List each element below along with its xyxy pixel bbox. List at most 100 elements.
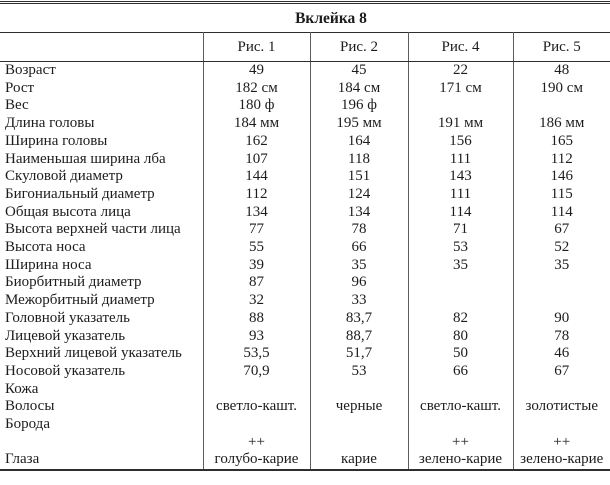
cell-value — [202, 380, 310, 399]
cell-value: золотистые — [512, 398, 610, 417]
cell-value: 96 — [309, 274, 408, 293]
cell-value: 182 см — [202, 79, 310, 98]
cell-value: черные — [309, 398, 408, 417]
table-header: Рис. 1 Рис. 2 Рис. 4 Рис. 5 — [0, 32, 610, 62]
cell-value: 191 мм — [407, 115, 513, 133]
row-label: Рост — [5, 79, 35, 96]
cell-value: 83,7 — [309, 309, 408, 328]
row-label: Вес — [5, 97, 29, 114]
cell-value: 67 — [512, 221, 610, 240]
cell-value — [512, 380, 610, 399]
cell-value: голубо-карие — [202, 451, 310, 471]
cell-value: 45 — [309, 61, 408, 80]
cell-value: 48 — [512, 61, 610, 80]
cell-value: 53 — [309, 362, 408, 381]
row-label: Длина головы — [5, 115, 95, 132]
column-header: Рис. 1 — [202, 32, 310, 62]
table-row: Вес 180 ф 196 ф — [0, 97, 610, 116]
cell-value: 53,5 — [202, 345, 310, 363]
cell-value: 53 — [407, 239, 513, 257]
cell-value: 90 — [512, 309, 610, 328]
cell-value: 114 — [512, 203, 610, 222]
anthropometric-table: Рис. 1 Рис. 2 Рис. 4 Рис. 5 Возраст 49 45 22 48… — [0, 32, 610, 472]
row-label: Ширина носа — [5, 256, 92, 273]
cell-value: ++ — [407, 433, 513, 452]
cell-value: 180 ф — [202, 97, 310, 116]
cell-value: 78 — [512, 327, 610, 346]
cell-value: 70,9 — [202, 362, 310, 381]
cell-value: 107 — [202, 150, 310, 169]
row-label: Носовой указатель — [5, 362, 126, 379]
table-row: Высота верхней части лица 77 78 71 67 — [0, 221, 610, 240]
cell-value: 143 — [407, 168, 513, 186]
cell-value — [309, 433, 408, 452]
column-header: Рис. 5 — [512, 32, 610, 62]
cell-value: 33 — [309, 292, 408, 310]
cell-value: ++ — [512, 433, 610, 452]
cell-value: 35 — [407, 256, 513, 275]
cell-value — [407, 97, 513, 116]
cell-value: 80 — [407, 327, 513, 346]
table-row: Кожа — [0, 380, 610, 399]
cell-value: 112 — [202, 185, 310, 204]
cell-value: 186 мм — [512, 115, 610, 133]
row-label: Скуловой диаметр — [5, 168, 123, 185]
table-row: Межорбитный диаметр 32 33 — [0, 292, 610, 310]
cell-value: 66 — [309, 239, 408, 257]
cell-value: 171 см — [407, 79, 513, 98]
column-header: Рис. 2 — [309, 32, 408, 62]
cell-value: 124 — [309, 185, 408, 204]
cell-value: 111 — [407, 185, 513, 204]
table-row: Наименьшая ширина лба 107 118 111 112 — [0, 150, 610, 169]
row-label: Ширина головы — [5, 132, 108, 149]
row-label — [0, 434, 203, 452]
cell-value: ++ — [202, 433, 310, 452]
table-row: Носовой указатель 70,9 53 66 67 — [0, 362, 610, 381]
row-label: Биорбитный диаметр — [5, 274, 142, 291]
cell-value — [512, 274, 610, 293]
cell-value: 111 — [407, 150, 513, 169]
cell-value: 195 мм — [309, 115, 408, 133]
row-label: Высота верхней части лица — [5, 221, 181, 238]
cell-value — [512, 292, 610, 310]
corner-cell — [0, 32, 203, 62]
cell-value: зелено-карие — [407, 451, 513, 471]
cell-value: 88,7 — [309, 327, 408, 346]
cell-value: 78 — [309, 221, 408, 240]
table-row: Верхний лицевой указатель 53,5 51,7 50 46 — [0, 345, 610, 363]
cell-value — [512, 416, 610, 434]
cell-value: 77 — [202, 221, 310, 240]
cell-value: 134 — [202, 203, 310, 222]
cell-value — [407, 292, 513, 310]
table-title: Вклейка 8 — [295, 10, 367, 27]
cell-value: 151 — [309, 168, 408, 186]
cell-value — [407, 416, 513, 434]
cell-value: 164 — [309, 132, 408, 151]
cell-value: 112 — [512, 150, 610, 169]
cell-value — [407, 274, 513, 293]
table-row: Ширина носа 39 35 35 35 — [0, 256, 610, 275]
cell-value: светло-кашт. — [407, 398, 513, 417]
row-label: Борода — [5, 416, 50, 433]
table-row: Возраст 49 45 22 48 — [0, 61, 610, 80]
row-label: Глаза — [5, 451, 40, 468]
cell-value: 39 — [202, 256, 310, 275]
cell-value: 51,7 — [309, 345, 408, 363]
row-label: Лицевой указатель — [5, 327, 126, 344]
cell-value — [512, 97, 610, 116]
cell-value: 32 — [202, 292, 310, 310]
table-body: Возраст 49 45 22 48 Рост 182 см 184 см 171 см 190… — [0, 61, 610, 471]
cell-value: 66 — [407, 362, 513, 381]
table-row: Глаза голубо-карие карие зелено-карие зелено… — [0, 451, 610, 471]
row-label: Кожа — [5, 380, 39, 397]
cell-value — [309, 380, 408, 399]
cell-value: светло-кашт. — [202, 398, 310, 417]
cell-value: 184 мм — [202, 115, 310, 133]
table-row: Высота носа 55 66 53 52 — [0, 239, 610, 257]
cell-value: зелено-карие — [512, 451, 610, 471]
table-row: Волосы светло-кашт. черные светло-кашт. золо… — [0, 398, 610, 417]
cell-value: 144 — [202, 168, 310, 186]
cell-value: 46 — [512, 345, 610, 363]
cell-value: карие — [309, 451, 408, 471]
